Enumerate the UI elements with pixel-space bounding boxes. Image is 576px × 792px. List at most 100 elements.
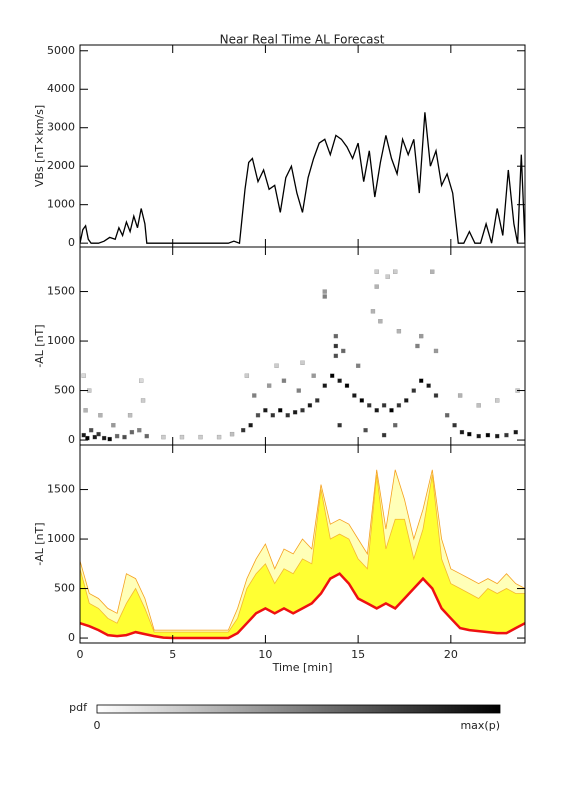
density-cell — [330, 373, 335, 378]
density-cell — [88, 427, 94, 433]
density-cell — [101, 435, 107, 441]
y-tick-label: 3000 — [47, 121, 75, 134]
density-cell — [476, 403, 481, 408]
y-tick-label: 1000 — [47, 198, 75, 211]
density-cell — [411, 388, 416, 393]
y-tick-label: 0 — [68, 433, 75, 446]
band-area — [80, 474, 525, 638]
density-cell — [374, 408, 379, 413]
density-cell — [107, 436, 112, 442]
frame — [79, 44, 526, 248]
density-cell — [404, 398, 409, 403]
median-line — [80, 572, 525, 640]
density-cell — [266, 383, 272, 388]
y-tick-label: 5000 — [47, 44, 75, 57]
density-cell — [137, 427, 142, 433]
density-cell — [333, 353, 339, 359]
density-cell — [229, 431, 235, 437]
density-cell — [248, 423, 253, 428]
density-cell — [415, 343, 420, 349]
density-cell — [140, 398, 146, 403]
y-tick-label: 1500 — [47, 483, 75, 496]
density-cell — [292, 410, 298, 415]
density-cell — [98, 413, 103, 418]
density-cell — [122, 434, 127, 440]
density-cell — [393, 269, 398, 274]
density-cell — [129, 429, 135, 435]
y-tick-label: 2000 — [47, 159, 75, 172]
x-tick-label: 5 — [169, 648, 176, 661]
density-cell — [270, 413, 275, 418]
y-tick-label: 500 — [54, 582, 75, 595]
density-cell — [285, 413, 290, 418]
band-area — [80, 469, 525, 638]
density-cell — [127, 413, 133, 418]
density-cell — [389, 408, 394, 413]
density-cell — [255, 413, 261, 418]
density-cell — [96, 431, 101, 437]
y-tick-label: 1000 — [47, 532, 75, 545]
density-cell — [337, 378, 342, 383]
density-cell — [322, 383, 327, 388]
density-cell — [341, 348, 346, 354]
density-cell — [433, 348, 439, 354]
plot-area — [80, 469, 525, 640]
density-cell — [92, 434, 97, 440]
density-cell — [333, 333, 339, 339]
density-cell — [81, 373, 86, 378]
panel: 0 500 1000 1500 -AL [nT] — [33, 246, 526, 446]
density-cell — [459, 429, 465, 435]
density-cell — [198, 434, 203, 440]
density-cell — [241, 427, 246, 433]
y-tick-label: 0 — [68, 236, 75, 249]
density-cell — [344, 383, 350, 388]
density-cell — [370, 309, 376, 314]
y-tick-label: 500 — [54, 384, 75, 397]
density-cell — [161, 434, 166, 440]
density-cell — [363, 427, 368, 433]
x-tick-label: 20 — [444, 648, 458, 661]
density-cell — [467, 431, 472, 437]
density-cell — [337, 423, 342, 428]
y-tick-label: 0 — [68, 631, 75, 644]
colorbar-label: pdf — [69, 701, 88, 714]
density-cell — [263, 408, 268, 413]
y-tick-label: 1000 — [47, 334, 75, 347]
density-cell — [433, 393, 439, 398]
density-cell — [419, 378, 424, 383]
colorbar — [96, 704, 501, 714]
density-cell — [419, 333, 424, 339]
density-cell — [374, 284, 379, 289]
density-cell — [352, 393, 357, 398]
x-tick-label: 10 — [258, 648, 272, 661]
band-edge — [80, 474, 525, 633]
density-cell — [216, 434, 222, 440]
density-cell — [333, 343, 339, 349]
density-cell — [307, 403, 313, 408]
density-cell — [311, 373, 316, 378]
density-cell — [322, 289, 327, 294]
series-line — [80, 112, 525, 245]
density-cell — [504, 432, 509, 438]
density-cell — [244, 373, 250, 378]
density-cell — [374, 269, 379, 274]
density-cell — [426, 383, 431, 388]
x-tick-label: 15 — [351, 648, 365, 661]
y-axis-label: -AL [nT] — [33, 324, 46, 367]
density-cell — [444, 413, 450, 418]
density-cell — [300, 408, 305, 413]
density-cell — [367, 403, 372, 408]
frame — [79, 444, 526, 644]
y-axis-label: VBs [nT×km/s] — [33, 105, 46, 187]
chart-title: Near Real Time AL Forecast — [220, 33, 385, 47]
density-cell — [296, 388, 301, 393]
density-cell — [385, 274, 390, 279]
frame — [79, 246, 526, 446]
density-cell — [396, 403, 402, 408]
density-cell — [430, 269, 435, 274]
density-cell — [300, 360, 305, 365]
density-cell — [378, 319, 383, 324]
colorbar-max: max(p) — [460, 719, 500, 732]
density-cell — [381, 432, 387, 438]
